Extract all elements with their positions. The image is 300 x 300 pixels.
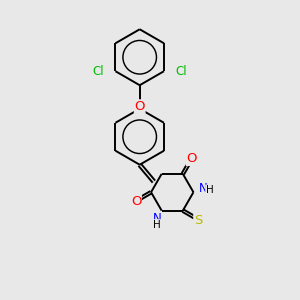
Text: O: O — [134, 100, 145, 113]
Text: O: O — [186, 152, 197, 165]
Text: H: H — [206, 185, 214, 195]
Text: N: N — [153, 212, 162, 225]
Text: S: S — [194, 214, 202, 227]
Text: Cl: Cl — [175, 65, 187, 78]
Text: H: H — [153, 220, 161, 230]
Text: N: N — [199, 182, 207, 195]
Text: Cl: Cl — [93, 65, 104, 78]
Text: O: O — [131, 195, 141, 208]
